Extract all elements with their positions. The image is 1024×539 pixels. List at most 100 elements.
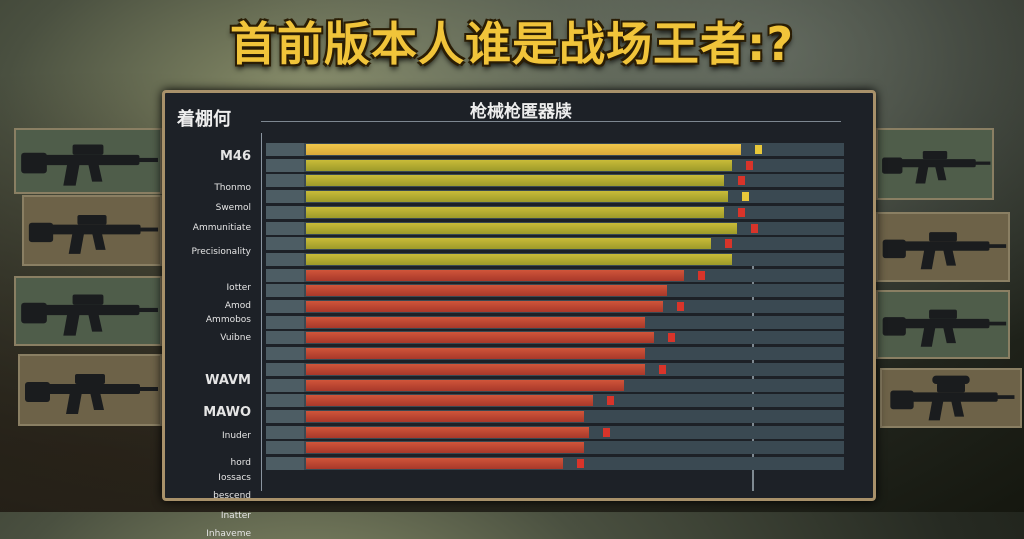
rating-marker	[724, 239, 732, 249]
bar	[306, 191, 728, 203]
bar	[306, 285, 668, 297]
page-title: 首前版本人谁是战场王者:?	[229, 17, 795, 71]
row-name-cell	[266, 441, 304, 455]
rating-marker	[676, 302, 684, 311]
row-label: Ammobos	[205, 315, 251, 325]
row-name-cell	[266, 457, 304, 470]
row-name-cell	[266, 362, 304, 376]
table-row	[266, 394, 844, 408]
x-axis	[261, 121, 841, 122]
row-name-cell	[266, 143, 304, 156]
right-sniper-rifle-icon	[880, 368, 1022, 428]
bar	[306, 410, 585, 422]
rating-marker	[750, 223, 758, 233]
bar	[306, 426, 589, 438]
left-rifle-icon	[14, 276, 162, 346]
table-row	[266, 205, 844, 219]
rating-marker	[576, 459, 584, 468]
left-rifle-icon	[18, 354, 162, 426]
rating-marker	[746, 160, 754, 170]
bar	[306, 379, 624, 391]
row-name-cell	[266, 425, 304, 439]
bar	[306, 301, 663, 312]
row-name-cell	[266, 284, 304, 298]
table-row	[266, 252, 844, 266]
weapon-stats-panel: 着棚何 枪械枪匿器牍 M46 Thonmo Swemol Ammunitiate Pre…	[162, 90, 876, 539]
bar	[306, 238, 711, 250]
bar	[306, 159, 733, 171]
rating-marker	[668, 333, 675, 343]
left-rifle-icon	[22, 195, 162, 266]
row-label: Ammunitiate	[192, 223, 251, 233]
rating-marker	[737, 207, 745, 217]
rating-marker	[698, 270, 706, 280]
row-label: WAVM	[205, 373, 251, 388]
row-label: MAWO	[203, 405, 251, 420]
table-row	[266, 315, 844, 329]
bar	[306, 363, 646, 375]
left-rifle-icon	[14, 128, 162, 194]
table-row	[266, 268, 844, 282]
row-label: Iotter	[226, 283, 251, 293]
rating-marker	[607, 396, 615, 406]
row-name-cell	[266, 331, 304, 345]
right-rifle-icon	[876, 290, 1010, 359]
table-row	[266, 362, 844, 376]
bar	[306, 395, 594, 407]
rating-marker	[755, 145, 762, 154]
row-label: Iossacs	[218, 473, 251, 483]
table-row	[266, 457, 844, 470]
row-label: M46	[219, 149, 251, 164]
row-name-cell	[266, 394, 304, 408]
table-row	[266, 221, 844, 235]
row-label: Inatter	[220, 511, 251, 521]
row-name-cell	[266, 221, 304, 235]
panel-corner-label: 着棚何	[177, 109, 231, 130]
bar	[306, 222, 737, 234]
row-label: Inhaveme	[206, 529, 251, 539]
table-row	[266, 300, 844, 313]
rating-marker	[737, 176, 745, 186]
row-label: Vuibne	[220, 333, 251, 343]
bar	[306, 348, 646, 360]
rating-marker	[602, 427, 610, 437]
table-row	[266, 237, 844, 251]
stats-bar-chart	[261, 133, 846, 491]
bar	[306, 442, 585, 454]
bar	[306, 269, 685, 281]
bar	[306, 458, 563, 469]
row-name-cell	[266, 347, 304, 361]
bar	[306, 144, 741, 155]
table-row	[266, 441, 844, 455]
row-label: bescend	[213, 491, 251, 501]
bar	[306, 206, 724, 218]
table-row	[266, 143, 844, 156]
panel-heading: 枪械枪匿器牍	[470, 102, 572, 122]
row-label: Precisionality	[191, 247, 251, 257]
row-name-cell	[266, 174, 304, 188]
row-name-cell	[266, 315, 304, 329]
row-name-cell	[266, 268, 304, 282]
row-name-cell	[266, 205, 304, 219]
bar	[306, 332, 654, 344]
row-name-cell	[266, 237, 304, 251]
right-rifle-icon	[876, 212, 1010, 282]
right-rifle-icon	[876, 128, 994, 200]
table-row	[266, 378, 844, 392]
table-row	[266, 158, 844, 172]
row-label: Inuder	[221, 431, 251, 441]
row-name-cell	[266, 190, 304, 204]
bar	[306, 253, 733, 265]
row-name-cell	[266, 378, 304, 392]
row-name-cell	[266, 409, 304, 423]
table-row	[266, 174, 844, 188]
bar	[306, 175, 724, 187]
row-label: hord	[230, 458, 251, 468]
table-row	[266, 190, 844, 204]
bar	[306, 316, 646, 328]
row-label: Swemol	[215, 203, 251, 213]
row-label: Amod	[224, 301, 251, 311]
row-label: Thonmo	[214, 183, 251, 193]
row-name-cell	[266, 158, 304, 172]
row-name-cell	[266, 300, 304, 313]
